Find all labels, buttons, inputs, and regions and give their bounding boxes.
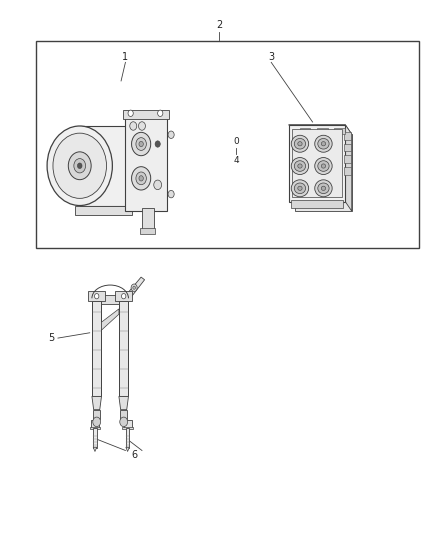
- Bar: [36, 41, 419, 248]
- Ellipse shape: [321, 164, 325, 168]
- Circle shape: [121, 294, 126, 299]
- Bar: [80, 126, 127, 206]
- Bar: [140, 228, 155, 233]
- Ellipse shape: [294, 139, 306, 149]
- Bar: [115, 292, 132, 301]
- Circle shape: [128, 110, 133, 116]
- Circle shape: [93, 417, 101, 426]
- Ellipse shape: [321, 142, 325, 146]
- Bar: [75, 206, 132, 215]
- Ellipse shape: [291, 158, 309, 174]
- Polygon shape: [119, 277, 145, 308]
- Bar: [88, 292, 106, 301]
- Circle shape: [136, 138, 146, 150]
- Bar: [123, 110, 169, 119]
- Bar: [93, 410, 100, 419]
- Bar: [122, 426, 133, 429]
- Circle shape: [131, 132, 151, 156]
- Ellipse shape: [318, 161, 329, 171]
- Bar: [295, 134, 352, 211]
- Polygon shape: [126, 447, 129, 451]
- Circle shape: [131, 167, 151, 190]
- Circle shape: [139, 176, 143, 181]
- Text: 4: 4: [233, 156, 239, 165]
- Text: 0: 0: [233, 138, 239, 147]
- Bar: [141, 208, 154, 229]
- Circle shape: [133, 286, 135, 289]
- Bar: [292, 129, 342, 197]
- Text: 6: 6: [131, 450, 137, 460]
- Ellipse shape: [315, 135, 332, 152]
- Circle shape: [47, 126, 113, 206]
- Bar: [91, 419, 99, 428]
- Circle shape: [138, 122, 145, 130]
- Circle shape: [168, 190, 174, 198]
- Bar: [120, 410, 127, 419]
- Bar: [102, 295, 119, 304]
- Ellipse shape: [298, 164, 302, 168]
- Bar: [344, 132, 351, 140]
- Bar: [317, 128, 328, 134]
- Ellipse shape: [315, 158, 332, 174]
- Bar: [289, 125, 345, 201]
- Text: 2: 2: [216, 20, 222, 30]
- Ellipse shape: [318, 183, 329, 193]
- Text: 3: 3: [268, 52, 274, 62]
- Bar: [124, 419, 131, 428]
- Bar: [344, 144, 351, 151]
- Polygon shape: [93, 447, 97, 451]
- Bar: [93, 428, 97, 448]
- Ellipse shape: [291, 180, 309, 197]
- Ellipse shape: [321, 186, 325, 190]
- Bar: [125, 118, 167, 211]
- Polygon shape: [345, 125, 352, 211]
- Circle shape: [155, 141, 160, 147]
- Circle shape: [136, 172, 146, 185]
- Bar: [344, 156, 351, 163]
- Circle shape: [168, 131, 174, 139]
- Ellipse shape: [294, 183, 306, 193]
- Circle shape: [78, 163, 82, 168]
- Ellipse shape: [291, 135, 309, 152]
- Ellipse shape: [315, 180, 332, 197]
- Bar: [334, 128, 345, 134]
- Polygon shape: [119, 397, 128, 410]
- Circle shape: [154, 180, 162, 190]
- Ellipse shape: [294, 161, 306, 171]
- Polygon shape: [92, 397, 102, 410]
- Circle shape: [139, 141, 143, 147]
- Polygon shape: [289, 125, 352, 134]
- Circle shape: [74, 159, 85, 173]
- Bar: [126, 428, 129, 448]
- Bar: [90, 426, 100, 429]
- Circle shape: [158, 110, 163, 116]
- Bar: [344, 167, 351, 174]
- Ellipse shape: [298, 142, 302, 146]
- Circle shape: [68, 152, 91, 180]
- Text: 5: 5: [48, 333, 55, 343]
- Circle shape: [53, 133, 106, 198]
- Bar: [92, 301, 102, 397]
- Circle shape: [131, 284, 137, 292]
- Bar: [119, 301, 128, 397]
- Ellipse shape: [298, 186, 302, 190]
- Bar: [300, 128, 311, 134]
- Bar: [291, 200, 343, 208]
- Ellipse shape: [318, 139, 329, 149]
- Polygon shape: [102, 309, 119, 330]
- Text: 1: 1: [122, 52, 128, 62]
- Circle shape: [95, 294, 99, 299]
- Circle shape: [120, 417, 127, 426]
- Circle shape: [130, 122, 137, 130]
